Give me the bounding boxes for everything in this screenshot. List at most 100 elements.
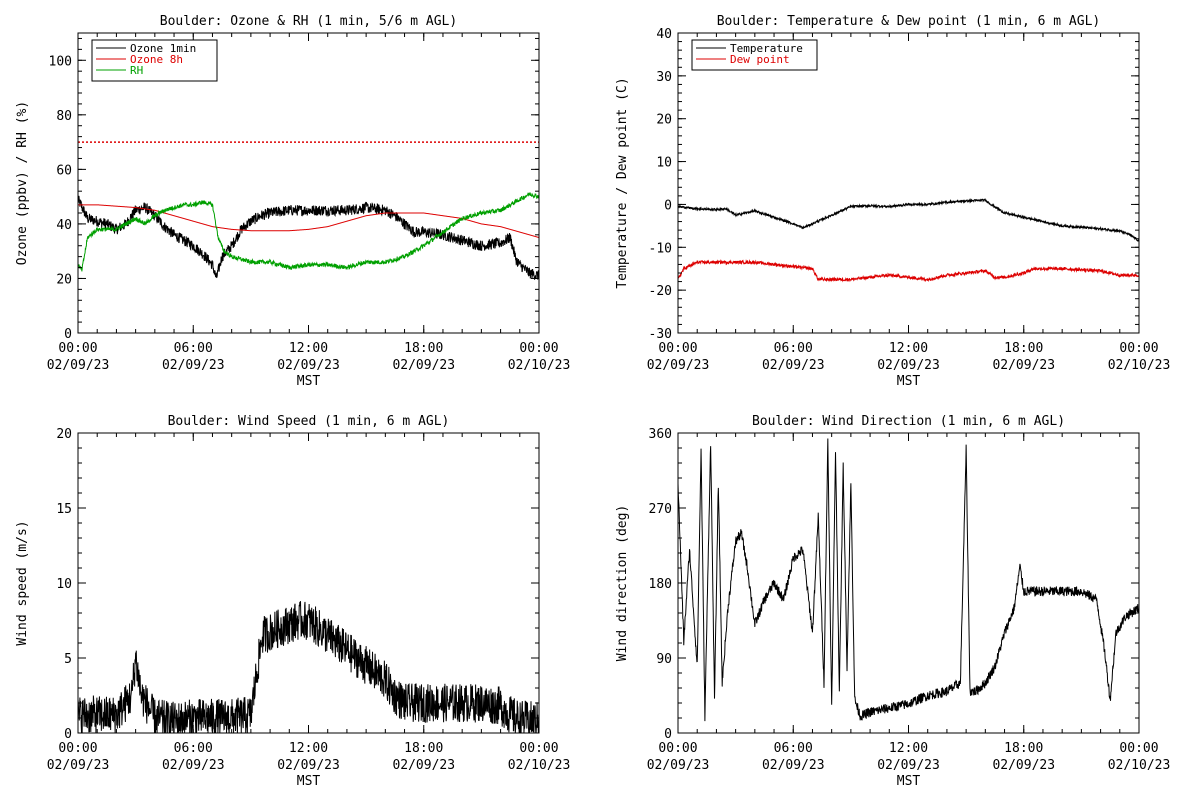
chart0-ytick-label-5: 100 [49, 54, 72, 69]
chart1-xtick-date-0: 02/09/23 [647, 358, 710, 373]
chart1-x-axis-label: MST [897, 374, 921, 389]
chart0-xtick-date-1: 02/09/23 [162, 358, 225, 373]
chart3-xtick-date-0: 02/09/23 [647, 758, 710, 773]
chart0-xtick-time-2: 12:00 [289, 341, 328, 356]
chart0-ytick-label-1: 20 [56, 272, 72, 287]
chart3-plot-frame [677, 432, 1140, 734]
chart1-title: Boulder: Temperature & Dew point (1 min,… [717, 14, 1101, 29]
chart3-title: Boulder: Wind Direction (1 min, 6 m AGL) [752, 414, 1065, 429]
wind-direction-chart: Boulder: Wind Direction (1 min, 6 m AGL)… [615, 414, 1170, 789]
chart0-series-1-line [78, 204, 539, 239]
chart2-ytick-label-3: 15 [56, 502, 72, 517]
chart1-ytick-label-1: -20 [649, 284, 672, 299]
chart3-xtick-date-2: 02/09/23 [877, 758, 940, 773]
chart0-x-axis-label: MST [297, 374, 321, 389]
chart2-ytick-label-2: 10 [56, 577, 72, 592]
chart0-xtick-time-3: 18:00 [404, 341, 443, 356]
chart1-xtick-time-0: 00:00 [658, 341, 697, 356]
chart3-ytick-label-1: 90 [656, 652, 672, 667]
chart1-plot-frame [677, 32, 1140, 334]
chart1-y-axis-label: Temperature / Dew point (C) [615, 77, 630, 288]
chart2-plot-frame [77, 432, 540, 734]
chart3-xtick-time-2: 12:00 [889, 741, 928, 756]
chart3-ytick-label-2: 180 [649, 577, 672, 592]
chart2-title: Boulder: Wind Speed (1 min, 6 m AGL) [168, 414, 450, 429]
chart3-xtick-time-3: 18:00 [1004, 741, 1043, 756]
chart3-series-0-line [678, 438, 1139, 722]
chart0-xtick-date-2: 02/09/23 [277, 358, 340, 373]
chart3-x-axis-label: MST [897, 774, 921, 789]
chart1-series-1-line [678, 259, 1139, 283]
chart2-xtick-time-1: 06:00 [174, 741, 213, 756]
chart1-ytick-label-6: 30 [656, 70, 672, 85]
wind-speed-chart: Boulder: Wind Speed (1 min, 6 m AGL) Wind… [15, 414, 570, 789]
chart2-xtick-time-2: 12:00 [289, 741, 328, 756]
chart3-xtick-date-3: 02/09/23 [992, 758, 1055, 773]
chart0-ytick-label-2: 40 [56, 218, 72, 233]
chart3-xtick-time-4: 00:00 [1119, 741, 1158, 756]
chart3-ytick-label-3: 270 [649, 502, 672, 517]
chart0-legend-label-1: Ozone 8h [130, 53, 183, 66]
chart0-legend-label-2: RH [130, 64, 143, 77]
chart0-xtick-time-1: 06:00 [174, 341, 213, 356]
chart3-xtick-time-1: 06:00 [774, 741, 813, 756]
chart2-xtick-date-2: 02/09/23 [277, 758, 340, 773]
chart3-ytick-label-0: 0 [664, 727, 672, 742]
chart0-xtick-time-4: 00:00 [519, 341, 558, 356]
temperature-dewpoint-chart: Boulder: Temperature & Dew point (1 min,… [615, 14, 1170, 389]
chart1-ytick-label-3: 0 [664, 198, 672, 213]
chart2-xtick-time-3: 18:00 [404, 741, 443, 756]
ozone-rh-chart: Boulder: Ozone & RH (1 min, 5/6 m AGL) Oz… [15, 14, 570, 389]
chart0-legend-box [91, 39, 218, 82]
chart1-ytick-label-7: 40 [656, 27, 672, 42]
chart1-ytick-label-4: 10 [656, 156, 672, 171]
chart1-xtick-date-4: 02/10/23 [1108, 358, 1171, 373]
chart1-series-0-line [678, 197, 1139, 242]
chart2-xtick-date-1: 02/09/23 [162, 758, 225, 773]
chart1-xtick-time-3: 18:00 [1004, 341, 1043, 356]
chart1-ytick-label-5: 20 [656, 113, 672, 128]
chart1-legend-label-0: Temperature [730, 42, 803, 55]
chart2-y-axis-label: Wind speed (m/s) [15, 520, 30, 645]
chart2-ytick-label-1: 5 [64, 652, 72, 667]
chart2-series-0-line [78, 601, 539, 733]
chart1-xtick-date-2: 02/09/23 [877, 358, 940, 373]
chart0-xtick-date-0: 02/09/23 [47, 358, 110, 373]
chart1-ytick-label-0: -30 [649, 327, 672, 342]
chart1-xtick-time-4: 00:00 [1119, 341, 1158, 356]
chart0-ytick-label-4: 80 [56, 109, 72, 124]
chart1-xtick-time-1: 06:00 [774, 341, 813, 356]
chart1-xtick-date-1: 02/09/23 [762, 358, 825, 373]
chart0-series-0-line [78, 195, 539, 280]
chart3-xtick-date-4: 02/10/23 [1108, 758, 1171, 773]
chart2-xtick-time-0: 00:00 [58, 741, 97, 756]
chart0-xtick-time-0: 00:00 [58, 341, 97, 356]
chart3-ytick-label-4: 360 [649, 427, 672, 442]
chart0-series-2-line [78, 192, 539, 272]
chart2-xtick-date-3: 02/09/23 [392, 758, 455, 773]
chart2-xtick-date-4: 02/10/23 [508, 758, 571, 773]
chart2-x-axis-label: MST [297, 774, 321, 789]
chart1-xtick-date-3: 02/09/23 [992, 358, 1055, 373]
chart3-xtick-date-1: 02/09/23 [762, 758, 825, 773]
chart0-ytick-label-0: 0 [64, 327, 72, 342]
chart2-ytick-label-4: 20 [56, 427, 72, 442]
chart0-ytick-label-3: 60 [56, 163, 72, 178]
chart1-xtick-time-2: 12:00 [889, 341, 928, 356]
chart3-y-axis-label: Wind direction (deg) [615, 505, 630, 662]
chart1-legend-box [691, 39, 818, 71]
chart3-xtick-time-0: 00:00 [658, 741, 697, 756]
chart2-ytick-label-0: 0 [64, 727, 72, 742]
chart0-xtick-date-4: 02/10/23 [508, 358, 571, 373]
chart1-ytick-label-2: -10 [649, 241, 672, 256]
chart2-xtick-time-4: 00:00 [519, 741, 558, 756]
chart0-title: Boulder: Ozone & RH (1 min, 5/6 m AGL) [160, 14, 457, 29]
chart0-xtick-date-3: 02/09/23 [392, 358, 455, 373]
chart0-y-axis-label: Ozone (ppbv) / RH (%) [15, 101, 30, 265]
chart1-legend-label-1: Dew point [730, 53, 790, 66]
chart0-legend-label-0: Ozone 1min [130, 42, 196, 55]
chart2-xtick-date-0: 02/09/23 [47, 758, 110, 773]
